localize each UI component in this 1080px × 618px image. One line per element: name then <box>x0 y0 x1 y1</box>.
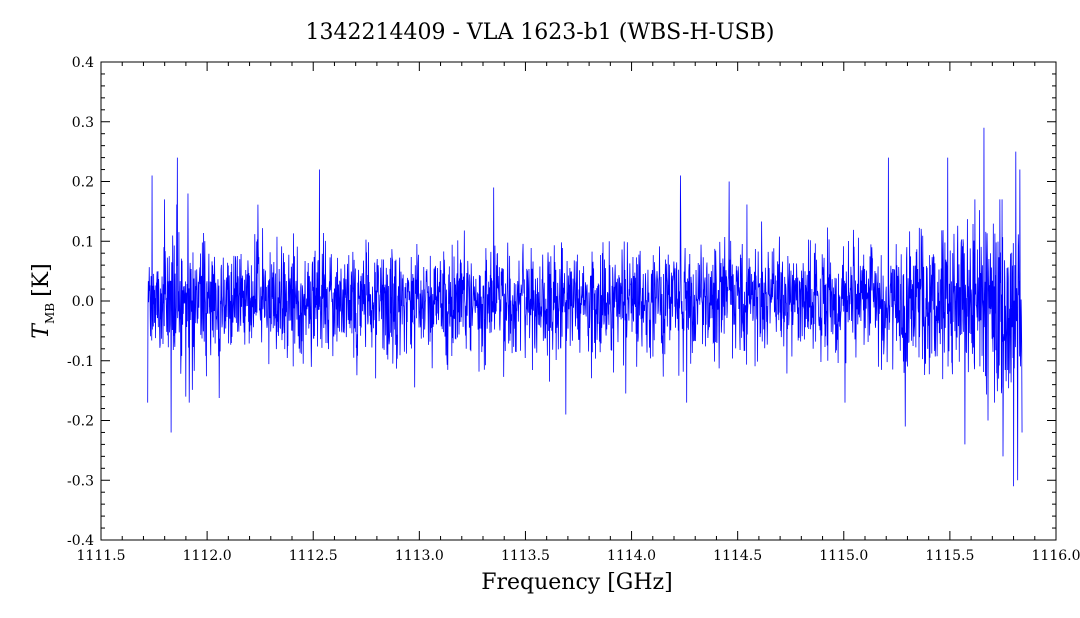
x-tick-label: 1113.5 <box>501 548 550 564</box>
y-tick-label: -0.1 <box>67 354 94 370</box>
y-tick-label: -0.2 <box>67 414 94 430</box>
y-tick-label: 0.2 <box>72 175 94 191</box>
svg-text:TMB[K]: TMB [K] <box>29 263 57 338</box>
chart-title: 1342214409 - VLA 1623-b1 (WBS-H-USB) <box>306 20 775 45</box>
y-tick-label: 0.3 <box>72 115 94 131</box>
y-axis: -0.4 -0.3 -0.2 -0.1 0.0 0.1 0.2 0.3 0.4 <box>67 55 1056 549</box>
x-tick-label: 1112.5 <box>289 548 338 564</box>
y-axis-symbol: T <box>29 322 54 339</box>
y-tick-label: -0.4 <box>67 533 94 549</box>
y-tick-label: -0.3 <box>67 473 94 489</box>
y-tick-label: 0.0 <box>72 294 94 310</box>
x-tick-label: 1114.0 <box>607 548 656 564</box>
x-axis-title: Frequency [GHz] <box>481 570 673 595</box>
x-tick-label: 1112.0 <box>183 548 232 564</box>
x-tick-label: 1116.0 <box>1032 548 1080 564</box>
y-tick-label: 0.4 <box>72 55 94 71</box>
x-tick-label: 1111.5 <box>77 548 126 564</box>
y-axis-title: TMB [K] <box>29 263 57 338</box>
x-tick-label: 1113.0 <box>395 548 444 564</box>
x-tick-label: 1115.0 <box>819 548 868 564</box>
spectrum-series-line <box>147 127 1023 487</box>
x-tick-label: 1115.5 <box>925 548 974 564</box>
y-axis-unit: [K] <box>29 263 54 297</box>
x-tick-label: 1114.5 <box>713 548 762 564</box>
y-axis-subscript: MB <box>43 303 57 324</box>
x-axis: 1111.5 1112.0 1112.5 1113.0 1113.5 1114.0 1114… <box>77 62 1080 564</box>
y-tick-label: 0.1 <box>72 234 94 250</box>
